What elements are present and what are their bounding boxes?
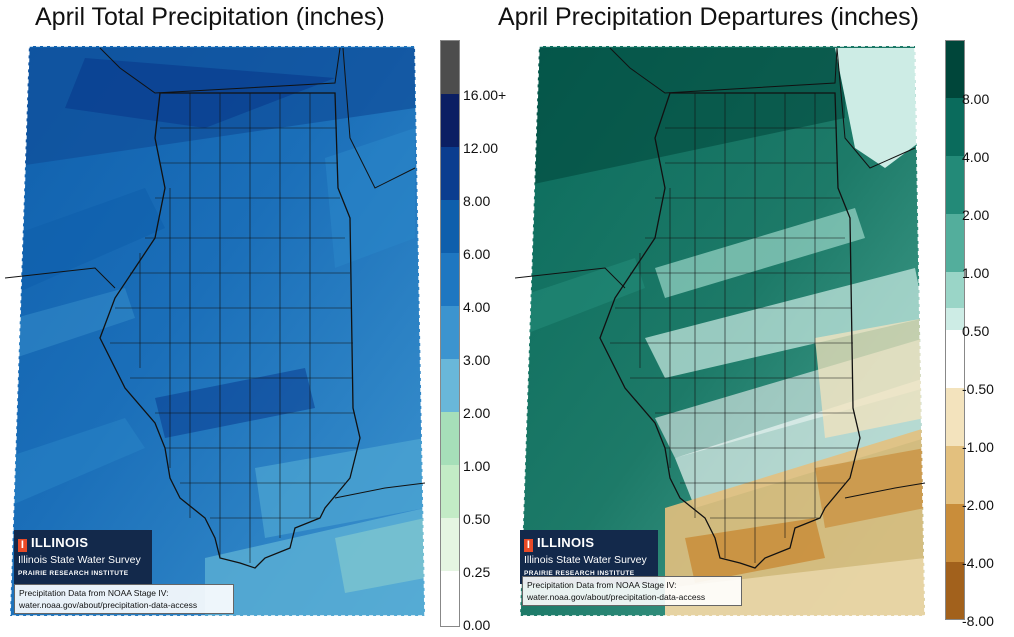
left-legend-swatch — [441, 518, 459, 571]
right-legend-swatch — [946, 41, 964, 98]
right-legend-tick: 8.00 — [962, 91, 990, 107]
right-departure-map — [515, 45, 926, 617]
left-legend-swatch — [441, 147, 459, 200]
left-legend-swatch — [441, 465, 459, 518]
right-legend-swatch — [946, 214, 964, 272]
right-legend-tick: -1.00 — [962, 439, 994, 455]
right-legend-tick: -0.50 — [962, 381, 994, 397]
left-legend-tick: 1.00 — [463, 458, 491, 474]
left-legend-tick: 12.00 — [463, 140, 499, 156]
left-legend-tick: 3.00 — [463, 352, 491, 368]
right-data-credit: Precipitation Data from NOAA Stage IV: w… — [522, 576, 742, 606]
left-data-credit: Precipitation Data from NOAA Stage IV: w… — [14, 584, 234, 614]
right-map-title: April Precipitation Departures (inches) — [498, 3, 920, 31]
left-logo-brand: ILLINOIS — [31, 535, 89, 550]
right-legend-tick: 2.00 — [962, 207, 990, 223]
right-logo-inst: PRAIRIE RESEARCH INSTITUTE — [524, 570, 635, 577]
left-map-title: April Total Precipitation (inches) — [35, 3, 385, 31]
illinois-block-i-icon: I — [18, 539, 27, 552]
left-legend-swatch — [441, 41, 459, 94]
left-credit-line-1: Precipitation Data from NOAA Stage IV: — [19, 588, 169, 598]
left-legend-swatch — [441, 412, 459, 465]
left-precipitation-map — [5, 45, 425, 617]
left-legend-swatch — [441, 94, 459, 147]
left-legend-tick: 2.00 — [463, 405, 491, 421]
right-logo-brand: ILLINOIS — [537, 535, 595, 550]
left-credit-line-2: water.noaa.gov/about/precipitation-data-… — [19, 600, 198, 610]
right-legend-swatch — [946, 330, 964, 388]
left-isws-logo: I ILLINOIS Illinois State Water Survey PR… — [14, 530, 152, 584]
right-legend-swatch — [946, 388, 964, 446]
right-legend-swatch — [946, 98, 964, 156]
right-legend-tick: 0.50 — [962, 323, 990, 339]
left-legend-tick: 0.00 — [463, 617, 491, 633]
right-legend-swatch — [946, 504, 964, 562]
left-legend-tick: 0.25 — [463, 564, 491, 580]
left-legend-swatch — [441, 253, 459, 306]
right-legend-tick: -2.00 — [962, 497, 994, 513]
right-credit-line-2: water.noaa.gov/about/precipitation-data-… — [527, 592, 706, 602]
left-legend-tick: 8.00 — [463, 193, 491, 209]
left-legend-swatch — [441, 200, 459, 253]
right-legend-tick: 1.00 — [962, 265, 990, 281]
left-legend-tick: 6.00 — [463, 246, 491, 262]
left-legend-tick: 0.50 — [463, 511, 491, 527]
left-legend-tick: 16.00+ — [463, 87, 507, 103]
right-legend-tick: 4.00 — [962, 149, 990, 165]
left-logo-org: Illinois State Water Survey — [18, 554, 141, 566]
right-legend-swatch — [946, 308, 964, 330]
right-legend-swatch — [946, 156, 964, 214]
illinois-block-i-icon: I — [524, 539, 533, 552]
right-legend-tick: -8.00 — [962, 613, 994, 629]
left-legend-swatch — [441, 571, 459, 626]
left-legend-bar — [440, 40, 460, 627]
right-legend-tick: -4.00 — [962, 555, 994, 571]
left-legend-tick: 4.00 — [463, 299, 491, 315]
left-logo-inst: PRAIRIE RESEARCH INSTITUTE — [18, 570, 129, 577]
right-credit-line-1: Precipitation Data from NOAA Stage IV: — [527, 580, 677, 590]
right-logo-org: Illinois State Water Survey — [524, 554, 647, 566]
left-legend-swatch — [441, 359, 459, 412]
right-legend-swatch — [946, 446, 964, 504]
right-legend-swatch — [946, 562, 964, 619]
right-legend-swatch — [946, 272, 964, 308]
right-isws-logo: I ILLINOIS Illinois State Water Survey PR… — [520, 530, 658, 584]
right-legend-bar — [945, 40, 965, 620]
left-legend-swatch — [441, 306, 459, 359]
